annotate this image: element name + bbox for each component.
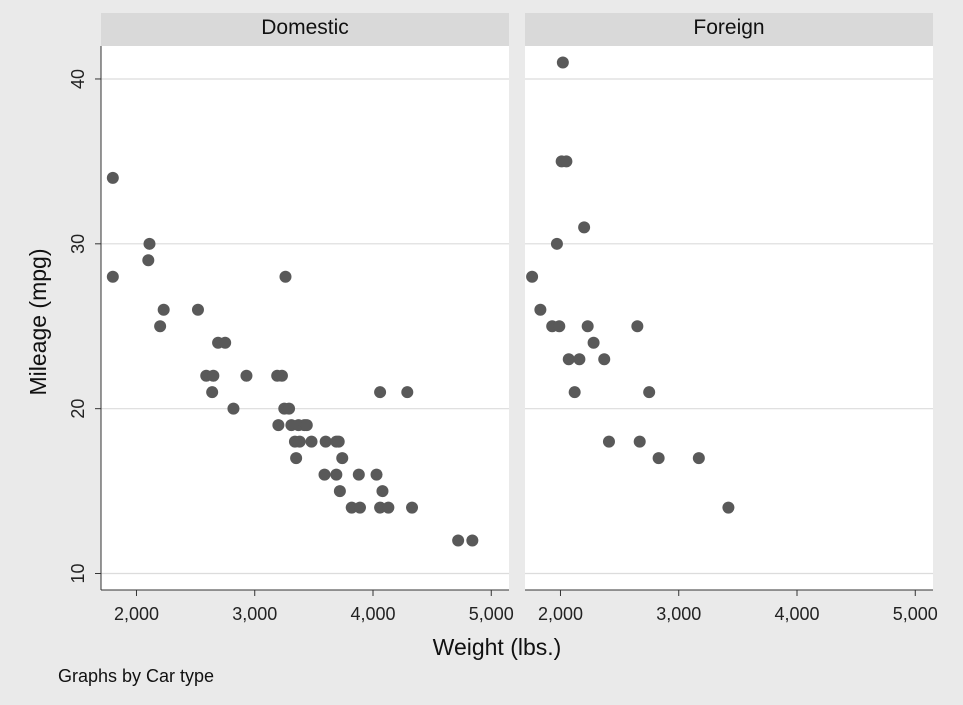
data-point (106, 171, 119, 184)
x-axis-title: Weight (lbs.) (433, 634, 562, 660)
x-tick-label: 3,000 (656, 604, 701, 624)
data-point (587, 336, 600, 349)
data-point (573, 353, 586, 366)
data-point (602, 435, 615, 448)
data-point (219, 336, 232, 349)
panel-foreign: Foreign 2,000 3,000 4,000 5,000 (525, 13, 938, 624)
data-point (452, 534, 465, 547)
data-point (562, 353, 575, 366)
data-point (581, 320, 594, 333)
x-tick-label: 3,000 (232, 604, 277, 624)
data-point (352, 468, 365, 481)
plot-area (101, 46, 509, 590)
data-point (406, 501, 419, 514)
data-point (553, 320, 566, 333)
data-point (290, 452, 303, 465)
y-tick-label: 30 (68, 234, 88, 254)
panel-domestic: Domestic 2,000 3,000 4,000 5,000 (101, 13, 514, 624)
panel-strip (101, 13, 509, 46)
x-tick-label: 5,000 (469, 604, 514, 624)
data-point (568, 386, 581, 399)
data-point (319, 435, 332, 448)
panel-title: Foreign (693, 16, 764, 39)
data-point (283, 402, 296, 415)
data-point (332, 435, 345, 448)
data-point (534, 303, 547, 316)
x-tick-label: 4,000 (774, 604, 819, 624)
axes-layer: 10 20 30 40 (68, 46, 102, 590)
data-point (382, 501, 395, 514)
data-point (154, 320, 167, 333)
data-point (318, 468, 331, 481)
y-axis-title: Mileage (mpg) (25, 249, 51, 396)
y-tick-label: 20 (68, 399, 88, 419)
data-point (401, 386, 414, 399)
data-point (275, 369, 288, 382)
data-point (550, 237, 563, 250)
data-point (207, 369, 220, 382)
data-point (374, 501, 387, 514)
graphs-by-note: Graphs by Car type (58, 666, 214, 686)
data-point (142, 254, 155, 267)
x-tick-label: 2,000 (114, 604, 159, 624)
data-point (336, 452, 349, 465)
data-point (227, 402, 240, 415)
data-point (722, 501, 735, 514)
y-tick-label: 10 (68, 563, 88, 583)
panel-title: Domestic (261, 16, 349, 39)
data-point (240, 369, 253, 382)
data-point (191, 303, 204, 316)
data-point (279, 270, 292, 283)
data-point (333, 485, 346, 498)
data-point (631, 320, 644, 333)
data-point (272, 419, 285, 432)
x-tick-label: 2,000 (538, 604, 583, 624)
x-tick-label: 4,000 (350, 604, 395, 624)
data-point (633, 435, 646, 448)
data-point (692, 452, 705, 465)
data-point (293, 435, 306, 448)
data-point (305, 435, 318, 448)
data-point (466, 534, 479, 547)
data-point (526, 270, 539, 283)
panels-layer: Domestic 2,000 3,000 4,000 5,000 Foreign 2,000… (101, 13, 938, 624)
x-tick-label: 5,000 (893, 604, 938, 624)
data-point (353, 501, 366, 514)
plot-area (525, 46, 933, 590)
data-point (106, 270, 119, 283)
data-point (370, 468, 383, 481)
data-point (206, 386, 219, 399)
data-point (330, 468, 343, 481)
data-point (652, 452, 665, 465)
data-point (560, 155, 573, 168)
data-point (643, 386, 656, 399)
data-point (345, 501, 358, 514)
data-point (578, 221, 591, 234)
data-point (300, 419, 313, 432)
panel-strip (525, 13, 933, 46)
data-point (598, 353, 611, 366)
data-point (143, 237, 156, 250)
y-tick-label: 40 (68, 69, 88, 89)
data-point (157, 303, 170, 316)
data-point (376, 485, 389, 498)
data-point (374, 386, 387, 399)
data-point (556, 56, 569, 69)
